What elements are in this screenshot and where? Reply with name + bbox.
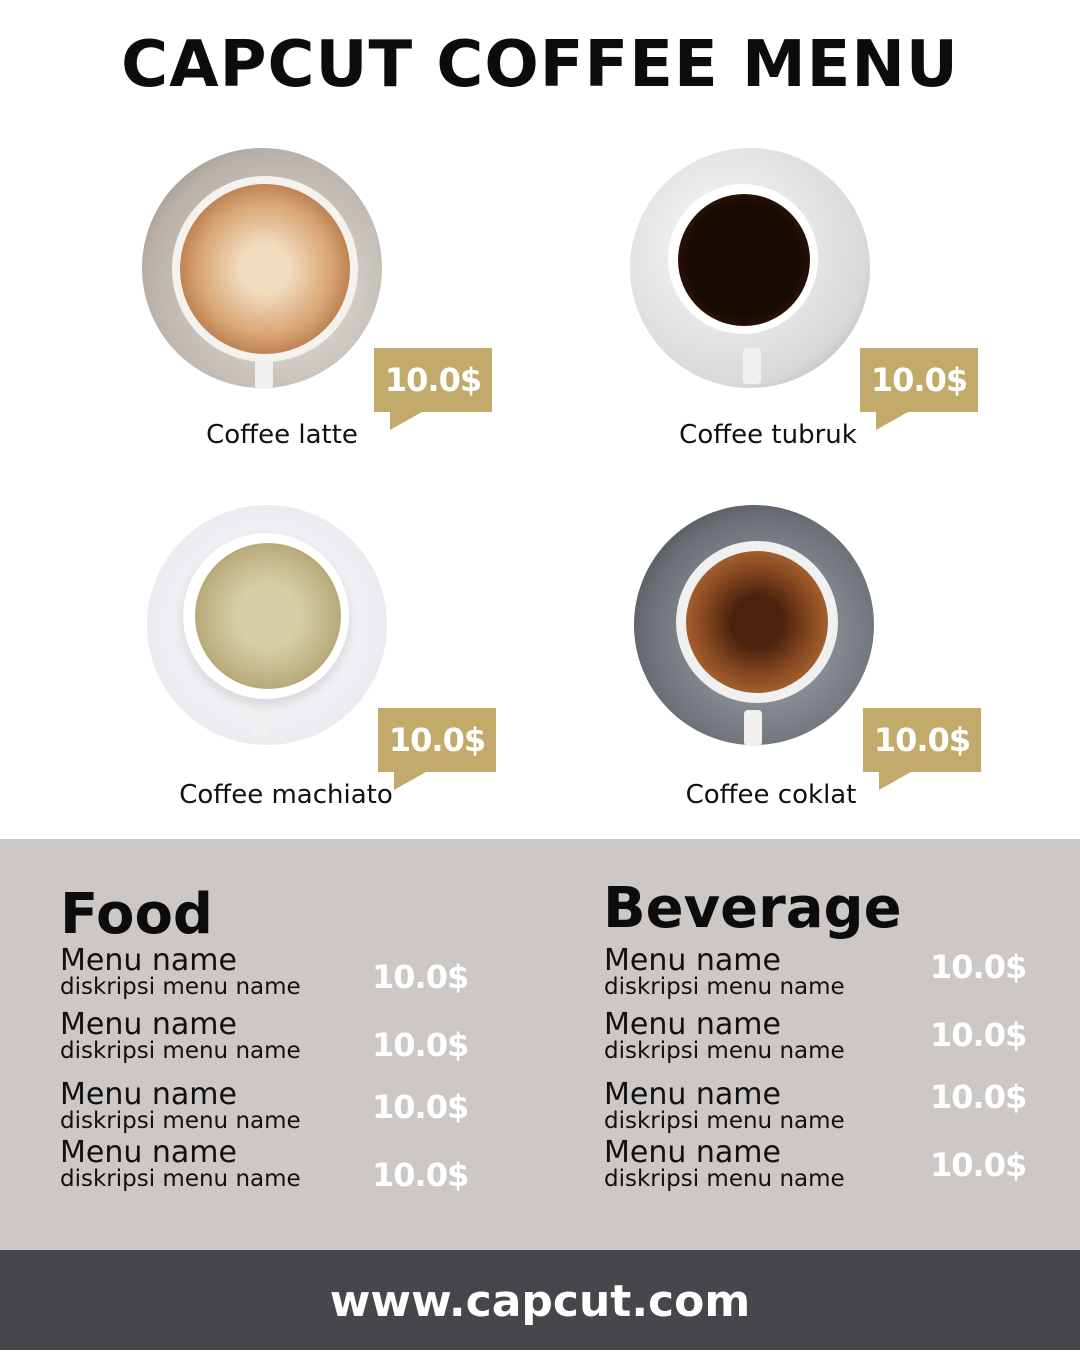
menu-item-name: Menu name	[604, 1077, 781, 1112]
menu-item: Menu name diskripsi menu name	[60, 1135, 301, 1192]
menu-item-name: Menu name	[604, 943, 781, 978]
menu-item: Menu name diskripsi menu name	[604, 1135, 845, 1192]
beverage-title: Beverage	[603, 876, 902, 941]
coffee-tubruk-image	[630, 148, 870, 388]
price-tag: 10.0$	[863, 708, 981, 790]
menu-item-description: diskripsi menu name	[604, 1166, 845, 1192]
menu-item-description: diskripsi menu name	[604, 1038, 845, 1064]
price-tag: 10.0$	[378, 708, 496, 790]
menu-item-name: Menu name	[60, 1007, 237, 1042]
menu-item-price: 10.0$	[372, 1088, 469, 1126]
food-title: Food	[60, 882, 214, 947]
item-label: Coffee machiato	[179, 780, 393, 810]
menu-item-price: 10.0$	[372, 958, 469, 996]
menu-item: Menu name diskripsi menu name	[60, 1007, 301, 1064]
footer-url[interactable]: www.capcut.com	[0, 1250, 1080, 1350]
menu-item-description: diskripsi menu name	[60, 1038, 301, 1064]
menu-item-price: 10.0$	[372, 1026, 469, 1064]
menu-item-name: Menu name	[604, 1007, 781, 1042]
item-label: Coffee coklat	[685, 780, 857, 810]
menu-item-price: 10.0$	[372, 1156, 469, 1194]
menu-item-price: 10.0$	[930, 1016, 1027, 1054]
menu-item-price: 10.0$	[930, 1078, 1027, 1116]
item-label: Coffee latte	[206, 420, 358, 450]
menu-item: Menu name diskripsi menu name	[604, 1007, 845, 1064]
price-tag: 10.0$	[374, 348, 492, 430]
price-tag: 10.0$	[860, 348, 978, 430]
menu-item-price: 10.0$	[930, 948, 1027, 986]
menu-item-description: diskripsi menu name	[60, 1108, 301, 1134]
menu-item: Menu name diskripsi menu name	[604, 1077, 845, 1134]
menu-item-name: Menu name	[60, 1077, 237, 1112]
menu-item: Menu name diskripsi menu name	[60, 1077, 301, 1134]
menu-item-name: Menu name	[60, 1135, 237, 1170]
menu-item-name: Menu name	[604, 1135, 781, 1170]
menu-item-price: 10.0$	[930, 1146, 1027, 1184]
page-title: CAPCUT COFFEE MENU	[121, 28, 959, 102]
menu-panel	[0, 839, 1080, 1250]
menu-item: Menu name diskripsi menu name	[604, 943, 845, 1000]
coffee-latte-image	[142, 148, 382, 389]
menu-item-description: diskripsi menu name	[604, 1108, 845, 1134]
menu-item: Menu name diskripsi menu name	[60, 943, 301, 1000]
coffee-coklat-image	[634, 505, 874, 746]
menu-item-name: Menu name	[60, 943, 237, 978]
menu-item-description: diskripsi menu name	[60, 974, 301, 1000]
menu-item-description: diskripsi menu name	[604, 974, 845, 1000]
menu-item-description: diskripsi menu name	[60, 1166, 301, 1192]
item-label: Coffee tubruk	[679, 420, 857, 450]
coffee-machiato-image	[147, 505, 387, 745]
